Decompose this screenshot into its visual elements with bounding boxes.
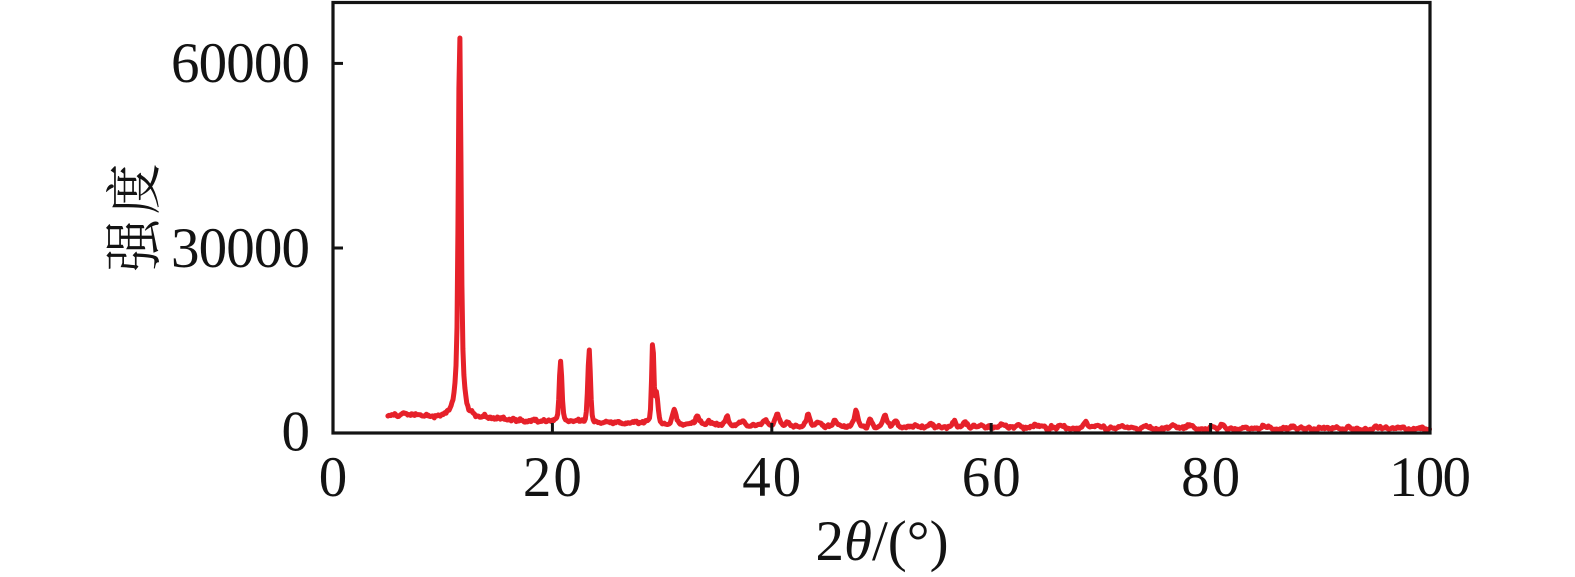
svg-text:60000: 60000 xyxy=(171,32,310,95)
svg-text:100: 100 xyxy=(1389,446,1471,509)
svg-text:30000: 30000 xyxy=(171,217,310,280)
svg-text:0: 0 xyxy=(282,401,311,464)
svg-text:2θ/(°): 2θ/(°) xyxy=(815,510,948,573)
svg-text:0: 0 xyxy=(319,446,348,509)
